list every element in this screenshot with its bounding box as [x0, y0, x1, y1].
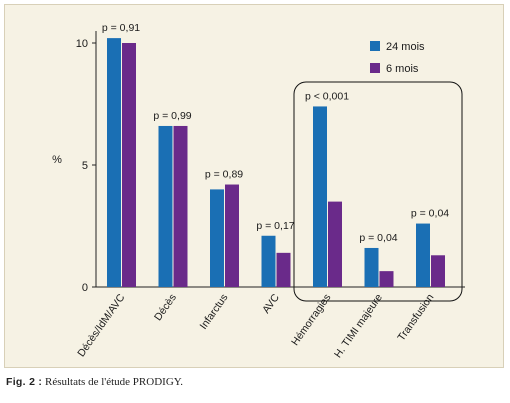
- bar-6-mois: [328, 201, 342, 287]
- figure-caption: Fig. 2 : Résultats de l'étude PRODIGY.: [6, 376, 183, 388]
- bar-6-mois: [122, 43, 136, 287]
- figure-panel: 0 5 10% p = 0,91 Décès/IdM/AVC p = 0,99 Décès p…: [4, 4, 504, 368]
- category-label: AVC: [260, 291, 282, 315]
- p-value-label: p = 0,91: [102, 22, 140, 34]
- bar-24-mois: [158, 125, 173, 288]
- bar-6-mois: [379, 271, 394, 287]
- category-label: Transfusion: [395, 292, 436, 344]
- bar-24-mois: [313, 106, 327, 287]
- p-value-label: p = 0,17: [256, 220, 294, 232]
- bar-24-mois: [107, 38, 121, 288]
- y-tick-label: 5: [82, 160, 88, 172]
- bar-6-mois: [225, 184, 239, 287]
- legend-swatch: [370, 63, 380, 73]
- bar-6-mois: [431, 255, 445, 287]
- legend-label: 24 mois: [386, 41, 425, 53]
- p-value-label: p < 0,001: [305, 90, 349, 102]
- category-label: Infarctus: [198, 292, 231, 332]
- category-label: Décès/IdM/AVC: [75, 292, 127, 360]
- p-value-label: p = 0,04: [359, 232, 397, 244]
- p-value-label: p = 0,89: [205, 169, 243, 181]
- p-value-label: p = 0,99: [153, 110, 191, 122]
- bar-24-mois: [261, 235, 276, 287]
- bar-6-mois: [173, 125, 188, 288]
- highlight-box: [293, 81, 463, 302]
- bar-24-mois: [364, 247, 379, 287]
- legend-label: 6 mois: [386, 63, 419, 75]
- p-value-label: p = 0,04: [411, 208, 449, 220]
- bar-6-mois: [276, 252, 291, 287]
- y-tick-label: 0: [82, 282, 88, 294]
- category-label: Décès: [152, 292, 179, 323]
- y-axis-label: %: [52, 154, 62, 166]
- y-tick-label: 10: [76, 38, 88, 50]
- bar-chart: 0 5 10% p = 0,91 Décès/IdM/AVC p = 0,99 Décès p…: [52, 22, 465, 361]
- category-label: Hémorragies: [289, 292, 333, 348]
- legend-swatch: [370, 41, 380, 51]
- bar-24-mois: [210, 189, 224, 287]
- caption-text: Résultats de l'étude PRODIGY.: [42, 376, 184, 388]
- bar-24-mois: [416, 223, 430, 287]
- category-label: H. TIMI majeure: [332, 292, 385, 361]
- caption-label: Fig. 2 :: [6, 376, 43, 388]
